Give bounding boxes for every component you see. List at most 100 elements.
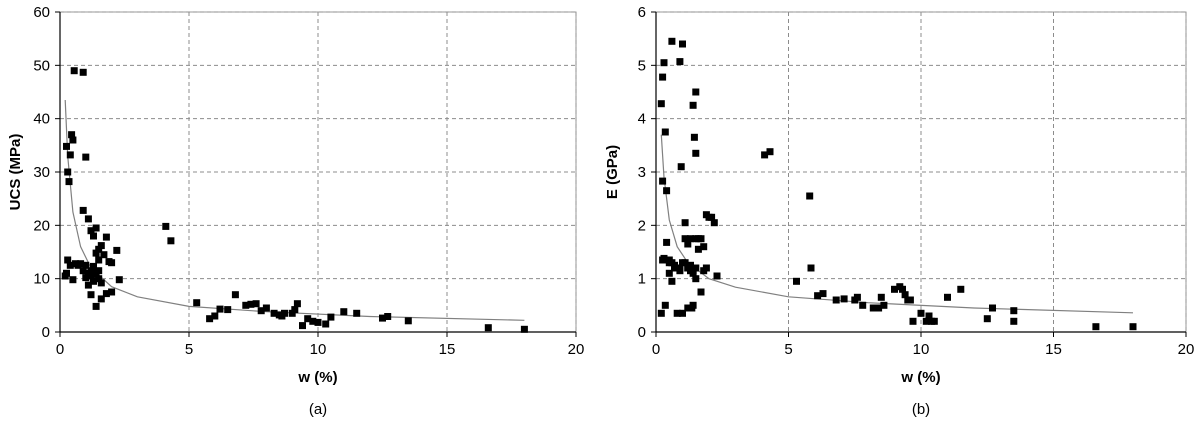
data-point — [257, 307, 265, 315]
data-point — [95, 267, 103, 275]
y-tick-label: 0 — [638, 324, 646, 341]
panel-caption: (a) — [309, 401, 327, 418]
x-tick-label: 20 — [1178, 341, 1195, 358]
data-point — [64, 168, 72, 176]
x-tick-label: 0 — [652, 341, 660, 358]
data-point — [231, 291, 239, 299]
data-point — [660, 59, 668, 67]
data-point — [97, 279, 105, 287]
data-point — [901, 291, 909, 299]
data-point — [925, 312, 933, 320]
data-point — [115, 276, 123, 284]
y-tick-label: 3 — [638, 164, 646, 181]
data-point — [79, 68, 87, 76]
data-point — [928, 317, 936, 325]
data-point — [702, 264, 710, 272]
data-point — [891, 285, 898, 293]
data-point — [82, 274, 90, 282]
data-point — [291, 306, 299, 314]
data-point — [692, 264, 700, 272]
data-point — [87, 272, 95, 280]
data-point — [167, 237, 175, 245]
data-point — [95, 256, 103, 264]
data-point — [661, 128, 669, 136]
data-point — [713, 272, 721, 280]
data-point — [77, 260, 85, 268]
data-point — [679, 40, 686, 48]
data-point — [252, 300, 260, 308]
data-point — [853, 293, 861, 301]
data-point — [216, 305, 224, 313]
data-point — [92, 302, 100, 310]
data-point — [108, 288, 116, 296]
data-point — [983, 315, 991, 323]
x-axis-label: w (%) — [900, 369, 940, 386]
data-point — [668, 259, 676, 267]
y-axis-label: E (GPa) — [604, 145, 621, 199]
data-point — [108, 259, 116, 267]
data-point — [761, 151, 769, 159]
data-point — [520, 325, 528, 333]
data-point — [66, 261, 74, 269]
data-point — [657, 309, 665, 317]
data-point — [82, 261, 90, 269]
data-point — [1092, 323, 1100, 331]
data-point — [692, 275, 700, 283]
data-point — [87, 291, 95, 299]
data-point — [880, 301, 888, 309]
x-tick-label: 15 — [1045, 341, 1062, 358]
data-point — [659, 73, 667, 81]
y-tick-label: 6 — [638, 4, 646, 21]
x-tick-label: 20 — [568, 341, 585, 358]
data-point — [668, 277, 676, 285]
data-point — [327, 313, 335, 321]
data-point — [100, 251, 108, 259]
data-point — [379, 314, 386, 322]
data-point — [677, 163, 685, 171]
y-tick-label: 30 — [33, 164, 50, 181]
data-point — [676, 267, 684, 275]
data-point — [957, 285, 965, 293]
chart-panel-b: 0 1 2 3 4 5 6 0 5 10 15 20 w (%) E (GPa) (b) — [604, 4, 1194, 418]
x-tick-label: 10 — [913, 341, 930, 358]
y-tick-label: 1 — [638, 271, 646, 288]
data-point — [87, 227, 95, 235]
data-point — [692, 149, 700, 157]
data-point — [673, 309, 681, 317]
data-point — [694, 245, 702, 253]
data-point — [92, 249, 100, 257]
data-point — [278, 312, 286, 320]
data-point — [484, 324, 492, 332]
data-point — [1010, 307, 1018, 315]
data-point — [97, 295, 105, 303]
data-point — [668, 37, 676, 45]
data-point — [63, 142, 70, 150]
data-point — [309, 317, 317, 325]
data-point — [224, 306, 232, 314]
data-point — [262, 304, 270, 312]
data-point — [989, 304, 996, 312]
data-point — [211, 312, 219, 320]
data-point — [69, 136, 77, 144]
data-point — [66, 151, 74, 159]
data-point — [944, 293, 951, 301]
data-point — [877, 293, 885, 301]
y-tick-label: 60 — [33, 4, 50, 21]
y-tick-label: 50 — [33, 57, 50, 74]
data-point — [705, 213, 713, 221]
data-point — [692, 235, 700, 243]
data-point — [206, 315, 214, 323]
data-point — [69, 276, 77, 284]
x-axis-label: w (%) — [297, 369, 337, 386]
data-point — [679, 309, 686, 317]
data-point — [247, 300, 255, 308]
data-point — [684, 240, 692, 248]
data-point — [102, 290, 110, 298]
data-point — [663, 238, 671, 246]
y-tick-label: 10 — [33, 271, 50, 288]
y-tick-label: 20 — [33, 217, 50, 234]
data-point — [82, 153, 90, 161]
data-point — [87, 267, 95, 275]
data-point — [90, 262, 97, 270]
